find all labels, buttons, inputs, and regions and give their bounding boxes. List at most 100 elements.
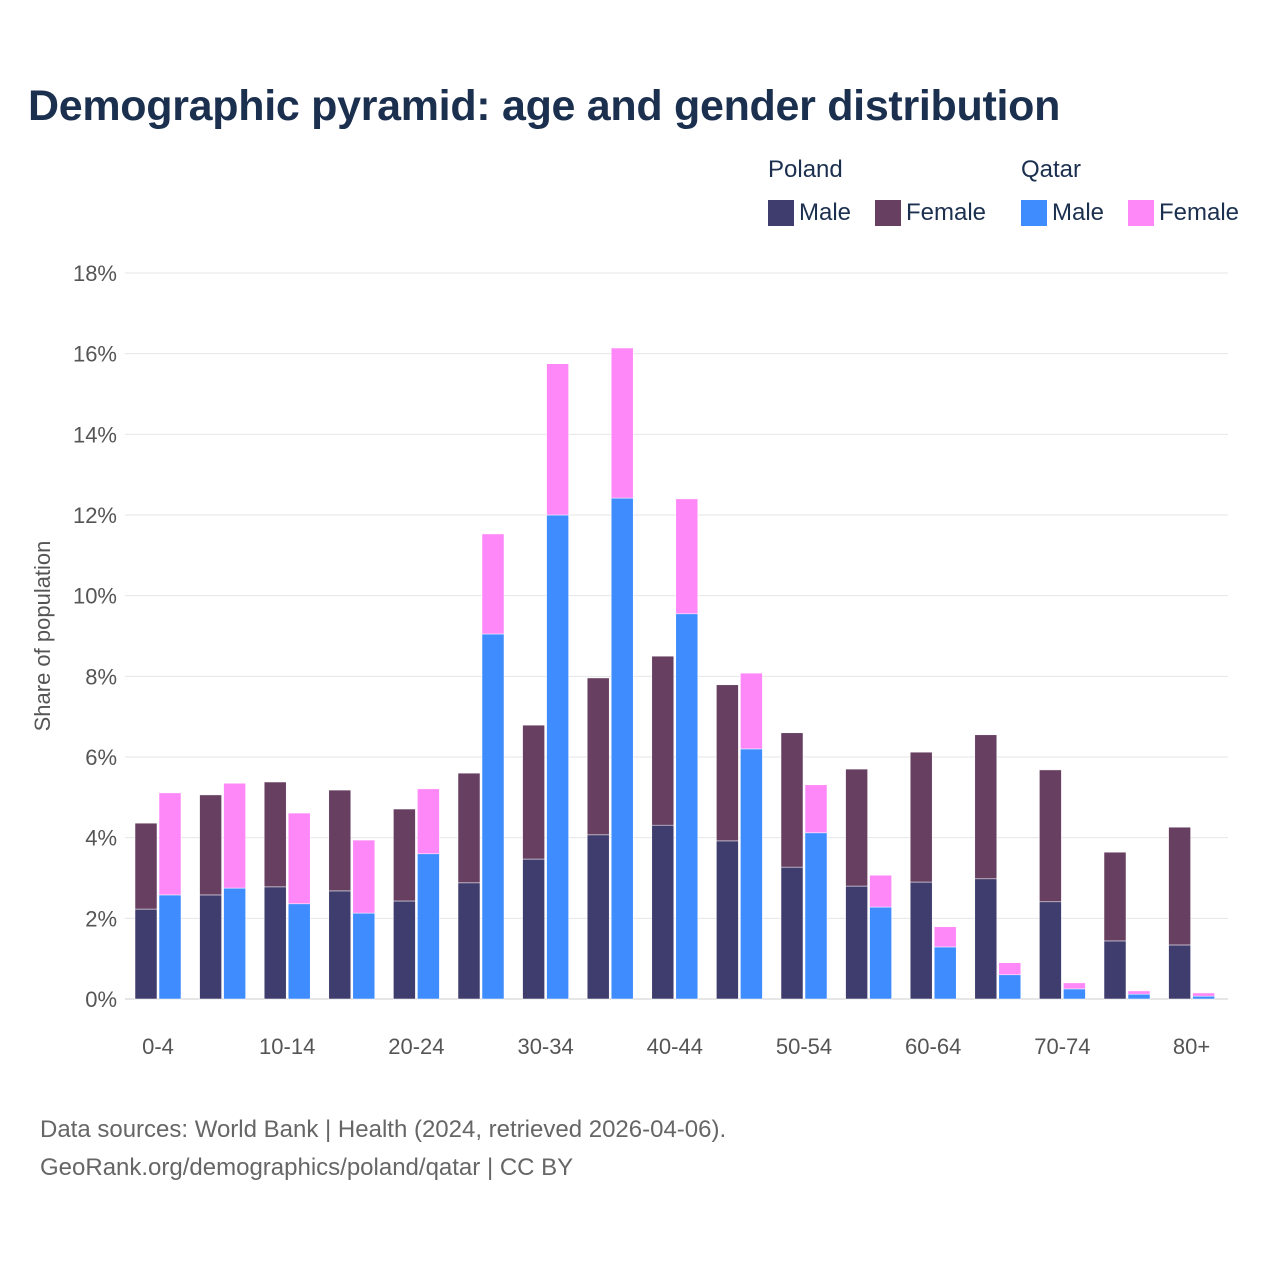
bar-qatar-female xyxy=(287,812,311,905)
bar-qatar-male xyxy=(610,497,634,1000)
legend-swatch xyxy=(875,200,901,226)
bar-poland-male xyxy=(780,866,804,1000)
bar-poland-female xyxy=(651,655,675,826)
y-tick-label: 12% xyxy=(73,503,117,528)
bar-qatar-male xyxy=(998,974,1022,1000)
bar-qatar-female xyxy=(223,782,246,889)
bar-poland-female xyxy=(845,768,868,887)
legend-group-qatar: Qatar xyxy=(1021,156,1082,183)
bar-poland-female xyxy=(1103,851,1127,942)
bar-poland-male xyxy=(1103,940,1127,1000)
legend-label: Male xyxy=(799,199,852,226)
bar-qatar-female xyxy=(610,347,634,499)
bar-poland-female xyxy=(1039,769,1062,903)
bar-qatar-female xyxy=(546,363,569,516)
bar-qatar-female xyxy=(933,926,957,948)
bar-poland-female xyxy=(457,772,481,884)
bar-poland-female xyxy=(716,684,739,842)
bar-poland-female xyxy=(1168,826,1191,946)
bar-poland-male xyxy=(716,840,739,1000)
bar-qatar-female xyxy=(1127,990,1151,995)
bar-poland-male xyxy=(651,824,675,1000)
legend-group-poland: Poland xyxy=(768,156,843,183)
legend-swatch xyxy=(1128,200,1154,226)
bar-qatar-male xyxy=(223,887,246,1000)
bar-poland-female xyxy=(522,724,545,860)
bar-poland-female xyxy=(199,794,222,896)
bar-poland-female xyxy=(909,751,933,883)
bar-poland-female xyxy=(263,781,287,888)
bar-poland-female xyxy=(134,822,158,910)
bar-qatar-female xyxy=(481,533,505,635)
y-tick-label: 16% xyxy=(73,342,117,367)
legend-swatch xyxy=(1021,200,1047,226)
footer-source: Data sources: World Bank | Health (2024,… xyxy=(40,1116,727,1143)
bar-qatar-female xyxy=(417,788,440,855)
x-tick-label: 50-54 xyxy=(776,1034,832,1059)
legend-label: Male xyxy=(1052,199,1105,226)
y-tick-label: 4% xyxy=(85,826,117,851)
bar-qatar-male xyxy=(740,748,763,1000)
bar-poland-male xyxy=(199,894,222,1000)
bar-qatar-female xyxy=(1192,992,1215,997)
bar-qatar-male xyxy=(1063,988,1086,1000)
bar-qatar-male xyxy=(546,514,569,1000)
y-tick-label: 18% xyxy=(73,261,117,286)
bar-qatar-male xyxy=(675,613,699,1000)
bar-qatar-male xyxy=(352,912,376,1000)
bar-qatar-male xyxy=(481,633,505,1000)
legend-poland-female[interactable]: Female xyxy=(875,199,986,227)
bar-qatar-female xyxy=(352,839,376,914)
y-tick-label: 8% xyxy=(85,664,117,689)
legend-swatch xyxy=(768,200,794,226)
bar-qatar-male xyxy=(1127,993,1151,1000)
bar-qatar-female xyxy=(869,874,892,908)
bar-poland-female xyxy=(974,734,998,880)
x-tick-label: 30-34 xyxy=(517,1034,573,1059)
bar-poland-male xyxy=(1039,901,1062,1000)
footer-credit: GeoRank.org/demographics/poland/qatar | … xyxy=(40,1154,574,1181)
x-tick-label: 40-44 xyxy=(647,1034,703,1059)
x-tick-label: 80+ xyxy=(1173,1034,1210,1059)
bar-poland-male xyxy=(393,900,416,1000)
bar-poland-female xyxy=(328,789,352,892)
y-tick-label: 0% xyxy=(85,987,117,1012)
bar-qatar-female xyxy=(998,962,1022,976)
bar-qatar-female xyxy=(675,498,699,615)
legend-qatar-female[interactable]: Female xyxy=(1128,199,1239,227)
bar-qatar-male xyxy=(417,853,440,1000)
bar-poland-male xyxy=(134,908,158,1000)
bar-qatar-female xyxy=(804,784,828,834)
bar-qatar-male xyxy=(287,903,311,1000)
bar-poland-male xyxy=(586,834,610,1000)
bar-poland-male xyxy=(328,890,352,1000)
bar-qatar-male xyxy=(1192,995,1215,1000)
x-tick-label: 0-4 xyxy=(142,1034,174,1059)
bar-poland-male xyxy=(457,882,481,1000)
bar-qatar-female xyxy=(1063,982,1086,990)
x-tick-label: 20-24 xyxy=(388,1034,444,1059)
legend-label: Female xyxy=(1159,199,1240,226)
y-tick-label: 14% xyxy=(73,422,117,447)
legend-label: Female xyxy=(906,199,987,226)
bar-poland-male xyxy=(522,858,545,1000)
bar-qatar-male xyxy=(933,946,957,1000)
bar-qatar-male xyxy=(804,832,828,1000)
bar-poland-male xyxy=(263,886,287,1000)
y-tick-label: 2% xyxy=(85,906,117,931)
x-tick-label: 70-74 xyxy=(1034,1034,1090,1059)
bar-poland-female xyxy=(586,677,610,836)
x-tick-label: 10-14 xyxy=(259,1034,315,1059)
y-tick-label: 10% xyxy=(73,584,117,609)
y-tick-label: 6% xyxy=(85,745,117,770)
bar-poland-male xyxy=(845,885,868,1000)
bar-qatar-male xyxy=(158,894,182,1000)
bar-qatar-female xyxy=(158,792,182,896)
bar-qatar-male xyxy=(869,906,892,1000)
chart-title: Demographic pyramid: age and gender dist… xyxy=(28,82,1061,130)
legend-qatar-male[interactable]: Male xyxy=(1021,199,1104,227)
legend-poland-male[interactable]: Male xyxy=(768,199,851,227)
bar-poland-male xyxy=(909,881,933,1000)
bar-poland-female xyxy=(393,808,416,902)
